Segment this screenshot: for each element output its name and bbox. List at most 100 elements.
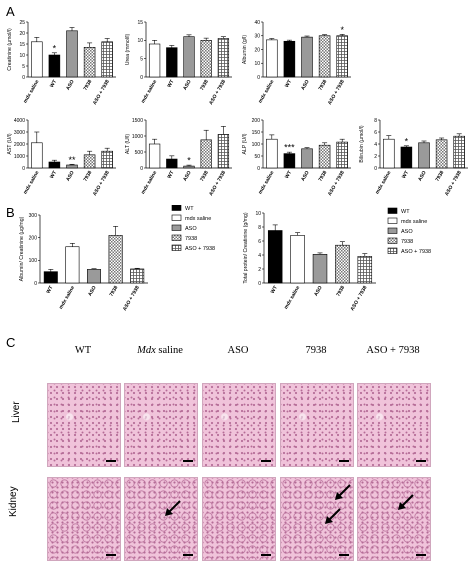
y-tick-label: 300 [29, 213, 38, 219]
y-axis-label: Urea (mmol/l) [125, 34, 131, 66]
bar-aso-7938 [101, 41, 113, 78]
x-tick-label: mdx saline [283, 285, 301, 311]
bar-mdx-saline [266, 138, 278, 169]
y-tick-label: 0 [257, 166, 260, 172]
legend-swatch-7938 [387, 237, 398, 244]
y-tick-label: 3000 [14, 130, 25, 136]
y-tick-label: 0 [374, 166, 377, 172]
x-tick-label: 7938 [83, 170, 94, 183]
y-tick-label: 0 [140, 166, 143, 172]
x-tick-label: WT [284, 170, 293, 180]
x-tick-label: mdx saline [257, 170, 275, 196]
bar-aso-7938 [336, 35, 348, 78]
scale-bar [261, 554, 271, 556]
legend-label-7938: 7938 [185, 236, 197, 242]
x-tick-label: WT [401, 170, 410, 180]
creatinine-chart: Creatinine (µmol/l) 0 5 10 15 20 25 mdx saline *… [7, 20, 116, 106]
x-tick-label: mdx saline [140, 170, 158, 196]
y-tick-label: 5 [140, 56, 143, 62]
y-tick-label: 10 [19, 53, 25, 59]
legend-swatch-7938 [171, 234, 182, 241]
alp-chart: ALP (U/l) 0 50 100 150 200 mdx saline *** WT ASO 7… [242, 118, 351, 197]
y-tick-label: 8 [374, 118, 377, 124]
legend-swatch-mdx-saline [387, 217, 398, 224]
scale-bar [183, 460, 193, 462]
y-tick-label: 10 [137, 38, 143, 44]
y-axis-label: Albumin (g/l) [242, 35, 248, 64]
y-tick-label: 0 [22, 166, 25, 172]
y-tick-label: 150 [252, 130, 261, 136]
annotation-arrow-icon [325, 508, 341, 524]
bar-7938 [83, 154, 96, 169]
bar-wt [283, 153, 296, 169]
y-tick-label: 0 [34, 281, 37, 287]
x-tick-label: ASO [417, 170, 428, 182]
y-tick-label: 10 [254, 61, 260, 67]
bar-aso-7938 [130, 268, 145, 284]
column-header-italic: Mdx [137, 345, 156, 356]
x-tick-label: ASO [182, 170, 193, 182]
x-tick-label: mdx saline [257, 79, 275, 105]
y-axis-label: Total protein/ Creatinine (g/mg) [243, 212, 249, 283]
bar-7938 [318, 144, 331, 169]
y-tick-label: 4000 [14, 118, 25, 124]
bar-aso [418, 142, 430, 169]
y-tick-label: 30 [254, 34, 260, 40]
bar-aso [66, 164, 78, 169]
x-tick-label: ASO [65, 79, 76, 91]
y-tick-label: 100 [29, 258, 38, 264]
legend-swatch-aso [171, 224, 182, 231]
legend-swatch-mdx-saline [171, 214, 182, 221]
column-header-mdx-saline: Mdx saline [137, 345, 183, 356]
x-tick-label: ASO + 7938 [208, 170, 227, 197]
x-tick-label: mdx saline [374, 170, 392, 196]
bar-7938 [83, 46, 96, 78]
x-tick-label: ASO [182, 79, 193, 91]
x-tick-label: WT [284, 79, 293, 89]
x-tick-label: 7938 [83, 79, 94, 92]
bar-aso [301, 36, 313, 78]
bar-7938 [435, 139, 448, 169]
liver-micrograph-wt [47, 383, 121, 467]
x-tick-label: ASO + 7938 [92, 79, 111, 106]
panel-label-b: B [6, 205, 15, 220]
alt-chart: ALT (U/l) 0 500 1000 1500 mdx saline WT * ASO 793… [125, 118, 232, 197]
bar-mdx-saline [148, 143, 161, 169]
bar-mdx-saline [31, 142, 43, 169]
y-axis-label: AST (U/l) [7, 133, 13, 155]
legend-label-aso-7938: ASO + 7938 [185, 246, 215, 252]
bar-mdx-saline [31, 41, 43, 78]
column-header-aso-7938: ASO + 7938 [366, 345, 420, 356]
y-tick-label: 1000 [132, 134, 143, 140]
y-tick-label: 0 [258, 281, 261, 287]
x-tick-label: mdx saline [22, 170, 40, 196]
bar-aso-7938 [217, 134, 230, 169]
bar-mdx-saline [290, 235, 305, 284]
kidney-micrograph-aso-7938 [357, 477, 431, 561]
scale-bar [416, 554, 426, 556]
significance-star: * [53, 43, 57, 53]
bar-aso [87, 269, 101, 284]
x-tick-label: ASO + 7938 [327, 79, 346, 106]
bar-wt [43, 271, 58, 284]
scale-bar [106, 460, 116, 462]
x-tick-label: mdx saline [22, 79, 40, 105]
column-header-wt: WT [74, 345, 92, 356]
y-tick-label: 4 [258, 253, 261, 259]
scale-bar [339, 460, 349, 462]
bar-7938 [335, 244, 350, 284]
y-tick-label: 15 [137, 20, 143, 26]
significance-star: ** [68, 155, 76, 165]
y-tick-label: 20 [19, 31, 25, 37]
y-tick-label: 8 [258, 225, 261, 231]
panel-label-c: C [6, 335, 16, 350]
x-tick-label: ASO + 7938 [327, 170, 346, 197]
panel-label-a: A [6, 4, 15, 19]
significance-star: *** [284, 143, 295, 153]
legend-label-aso-7938: ASO + 7938 [401, 249, 431, 255]
legend-label-aso: ASO [185, 226, 197, 232]
bar-aso-7938 [357, 256, 373, 284]
y-tick-label: 500 [135, 150, 144, 156]
bar-aso [301, 148, 313, 169]
urea-chart: Urea (mmol/l) 0 5 10 15 mdx saline WT ASO 7938AS… [125, 20, 232, 106]
